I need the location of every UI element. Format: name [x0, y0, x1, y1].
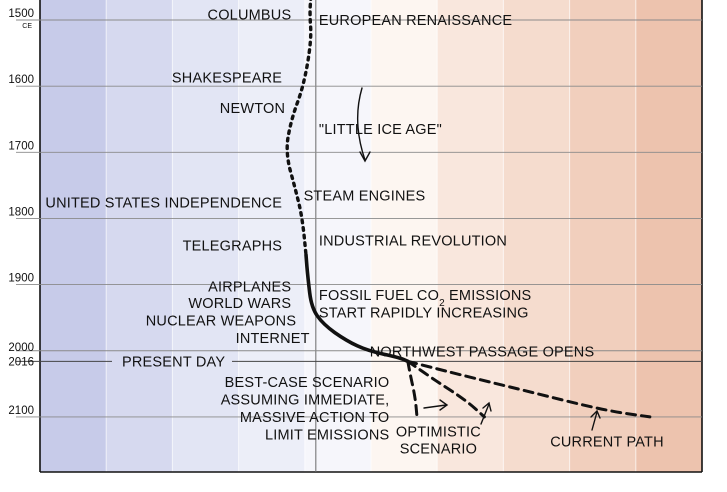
temperature-band-9 [569, 0, 637, 472]
right-annotation: START RAPIDLY INCREASING [319, 305, 529, 321]
current-path-arrow [591, 411, 598, 431]
history-solid-line [304, 253, 410, 364]
y-tick-label: 2100 [8, 405, 34, 417]
left-annotation: TELEGRAPHS [183, 239, 283, 255]
left-annotation: NUCLEAR WEAPONS [146, 313, 296, 329]
optimistic-label-line: OPTIMISTIC [396, 425, 481, 441]
best-case-label-line: MASSIVE ACTION TO [240, 410, 390, 426]
temperature-band-10 [635, 0, 703, 472]
y-tick-label: 1600 [8, 74, 34, 86]
temperature-band-3 [172, 0, 240, 472]
y-tick-label: 1500 [8, 8, 34, 20]
current-path-label: CURRENT PATH [550, 435, 664, 451]
optimistic-arrow [480, 403, 490, 425]
best-case-label-line: ASSUMING IMMEDIATE, [221, 393, 390, 409]
left-annotation: SHAKESPEARE [172, 71, 282, 87]
best-case-arrow [423, 404, 447, 409]
y-era-label: CE [22, 23, 32, 30]
temperature-band-1 [40, 0, 107, 472]
left-annotation: AIRPLANES [208, 280, 291, 296]
right-annotation: STEAM ENGINES [304, 188, 426, 204]
right-annotation: NORTHWEST PASSAGE OPENS [370, 344, 595, 360]
temperature-band-2 [106, 0, 173, 472]
history-dotted-line [285, 0, 313, 257]
left-annotation: INTERNET [236, 331, 310, 347]
right-annotation: "LITTLE ICE AGE" [319, 122, 442, 138]
optimistic-label-line: SCENARIO [400, 442, 477, 458]
right-annotation: EUROPEAN RENAISSANCE [319, 13, 512, 29]
temperature-band-6 [371, 0, 438, 472]
y-tick-label: 2000 [8, 342, 34, 354]
y-tick-label: 1700 [8, 140, 34, 152]
right-annotation: FOSSIL FUEL CO2 EMISSIONS [319, 288, 532, 309]
optimistic-arrow-head [482, 401, 492, 412]
temperature-band-4 [238, 0, 306, 472]
left-annotation: NEWTON [220, 101, 285, 117]
left-annotation: COLUMBUS [208, 8, 292, 24]
little-ice-age-arrow-head [359, 151, 371, 163]
left-annotation: WORLD WARS [188, 296, 291, 312]
y-tick-label: 1900 [8, 273, 34, 285]
best-case-arrow-head [439, 399, 449, 411]
temperature-band-7 [437, 0, 504, 472]
present-day-label: PRESENT DAY [122, 354, 225, 370]
scenario-line-current [406, 359, 652, 419]
y-tick-label: 2016 [8, 356, 34, 368]
scenario-line-best-case [406, 359, 419, 419]
current-path-arrow-head [590, 409, 601, 419]
right-annotation: INDUSTRIAL REVOLUTION [319, 233, 507, 249]
y-axis-ticks: 1500 1600 1700 1800 1900 2000 2016 2100 CE [8, 8, 34, 417]
best-case-label-line: LIMIT EMISSIONS [265, 428, 389, 444]
annotation-labels: PRESENT DAY COLUMBUS SHAKESPEARE NEWTON UNIT… [45, 8, 663, 458]
temperature-band-8 [503, 0, 571, 472]
year-gridlines [16, 19, 702, 418]
history-curves [285, 0, 652, 419]
temperature-bands [39, 0, 703, 473]
left-annotation: UNITED STATES INDEPENDENCE [45, 196, 282, 212]
little-ice-age-arrow [356, 87, 366, 161]
best-case-label-line: BEST-CASE SCENARIO [225, 375, 390, 391]
scenario-line-optimistic [406, 359, 486, 419]
y-tick-label: 1800 [8, 206, 34, 218]
annotation-arrows [356, 87, 601, 431]
